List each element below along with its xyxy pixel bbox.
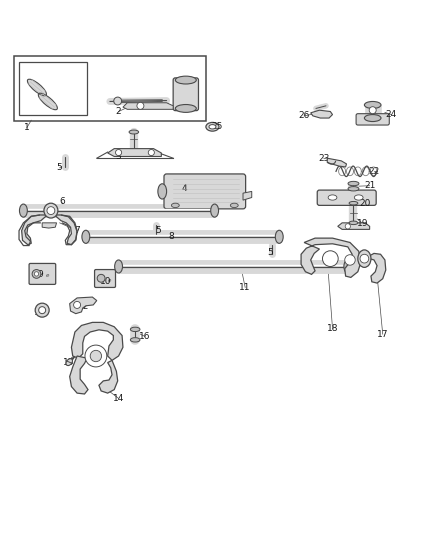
Text: 1: 1 bbox=[24, 123, 30, 132]
Circle shape bbox=[137, 102, 144, 109]
Ellipse shape bbox=[131, 327, 140, 332]
Circle shape bbox=[345, 255, 355, 265]
Ellipse shape bbox=[209, 125, 216, 129]
Text: 10: 10 bbox=[100, 277, 111, 286]
Circle shape bbox=[345, 224, 350, 229]
Text: 11: 11 bbox=[240, 283, 251, 292]
Polygon shape bbox=[301, 238, 361, 277]
Text: 14: 14 bbox=[113, 394, 124, 403]
Polygon shape bbox=[70, 356, 88, 394]
Text: 6: 6 bbox=[59, 197, 65, 206]
FancyBboxPatch shape bbox=[95, 270, 116, 287]
Ellipse shape bbox=[131, 338, 140, 342]
Polygon shape bbox=[21, 212, 77, 245]
Ellipse shape bbox=[276, 230, 283, 244]
Text: 18: 18 bbox=[327, 324, 338, 333]
FancyBboxPatch shape bbox=[317, 190, 376, 205]
Polygon shape bbox=[70, 297, 97, 313]
Ellipse shape bbox=[348, 187, 359, 191]
Text: 8: 8 bbox=[168, 232, 174, 241]
FancyBboxPatch shape bbox=[356, 114, 389, 125]
Circle shape bbox=[34, 272, 39, 276]
Ellipse shape bbox=[115, 260, 123, 273]
Ellipse shape bbox=[230, 203, 238, 207]
Text: 5: 5 bbox=[155, 226, 161, 235]
Ellipse shape bbox=[82, 230, 90, 244]
Ellipse shape bbox=[364, 101, 381, 108]
Ellipse shape bbox=[206, 123, 219, 131]
Circle shape bbox=[47, 207, 55, 215]
Text: 26: 26 bbox=[298, 111, 310, 120]
Text: 5: 5 bbox=[57, 163, 63, 172]
Text: 3: 3 bbox=[116, 152, 121, 161]
Text: 7: 7 bbox=[74, 226, 80, 235]
Text: 25: 25 bbox=[211, 122, 223, 131]
Text: 15: 15 bbox=[63, 358, 74, 367]
Ellipse shape bbox=[38, 93, 57, 110]
Ellipse shape bbox=[19, 204, 27, 217]
Circle shape bbox=[360, 254, 369, 263]
Text: 2: 2 bbox=[116, 107, 121, 116]
Ellipse shape bbox=[175, 104, 196, 112]
FancyBboxPatch shape bbox=[164, 174, 246, 209]
Circle shape bbox=[97, 274, 105, 282]
Text: 12: 12 bbox=[78, 302, 89, 311]
Circle shape bbox=[369, 107, 376, 114]
FancyBboxPatch shape bbox=[173, 78, 198, 111]
Circle shape bbox=[90, 350, 102, 362]
Polygon shape bbox=[338, 223, 370, 229]
Ellipse shape bbox=[358, 250, 371, 268]
Ellipse shape bbox=[328, 195, 337, 200]
Polygon shape bbox=[367, 253, 386, 283]
Text: 23: 23 bbox=[318, 154, 329, 163]
Circle shape bbox=[322, 251, 338, 266]
Polygon shape bbox=[327, 158, 346, 167]
Circle shape bbox=[74, 302, 81, 309]
Polygon shape bbox=[99, 360, 118, 393]
Circle shape bbox=[114, 97, 122, 105]
Circle shape bbox=[116, 149, 122, 156]
Polygon shape bbox=[311, 110, 332, 118]
Ellipse shape bbox=[175, 76, 196, 84]
Text: 9: 9 bbox=[37, 270, 43, 279]
Ellipse shape bbox=[129, 130, 139, 134]
Ellipse shape bbox=[66, 359, 72, 366]
Polygon shape bbox=[243, 191, 252, 200]
Polygon shape bbox=[123, 103, 173, 109]
Bar bbox=[19, 62, 87, 115]
Text: 20: 20 bbox=[360, 199, 371, 208]
Text: 19: 19 bbox=[357, 219, 369, 228]
Polygon shape bbox=[42, 223, 57, 228]
Circle shape bbox=[39, 306, 46, 313]
Text: 13: 13 bbox=[34, 308, 46, 317]
Bar bbox=[14, 56, 206, 121]
FancyBboxPatch shape bbox=[29, 263, 56, 285]
Text: 22: 22 bbox=[368, 167, 380, 176]
Text: 17: 17 bbox=[377, 330, 389, 338]
Ellipse shape bbox=[348, 181, 359, 185]
Ellipse shape bbox=[349, 221, 358, 224]
Text: e: e bbox=[46, 273, 49, 278]
Ellipse shape bbox=[354, 195, 363, 200]
Ellipse shape bbox=[158, 184, 166, 199]
Ellipse shape bbox=[28, 79, 46, 96]
Ellipse shape bbox=[44, 203, 58, 218]
Polygon shape bbox=[71, 322, 123, 360]
Text: 21: 21 bbox=[364, 181, 375, 190]
Circle shape bbox=[35, 303, 49, 317]
Circle shape bbox=[148, 149, 154, 156]
Polygon shape bbox=[108, 149, 161, 157]
Text: 16: 16 bbox=[139, 332, 151, 341]
Ellipse shape bbox=[364, 115, 381, 122]
Ellipse shape bbox=[344, 260, 352, 273]
Circle shape bbox=[32, 270, 41, 278]
Ellipse shape bbox=[171, 203, 179, 207]
Text: e: e bbox=[107, 278, 111, 282]
Ellipse shape bbox=[349, 201, 358, 205]
Text: 4: 4 bbox=[181, 184, 187, 193]
Ellipse shape bbox=[211, 204, 219, 217]
Text: 5: 5 bbox=[268, 248, 273, 256]
Circle shape bbox=[85, 345, 107, 367]
Text: 24: 24 bbox=[386, 110, 397, 119]
